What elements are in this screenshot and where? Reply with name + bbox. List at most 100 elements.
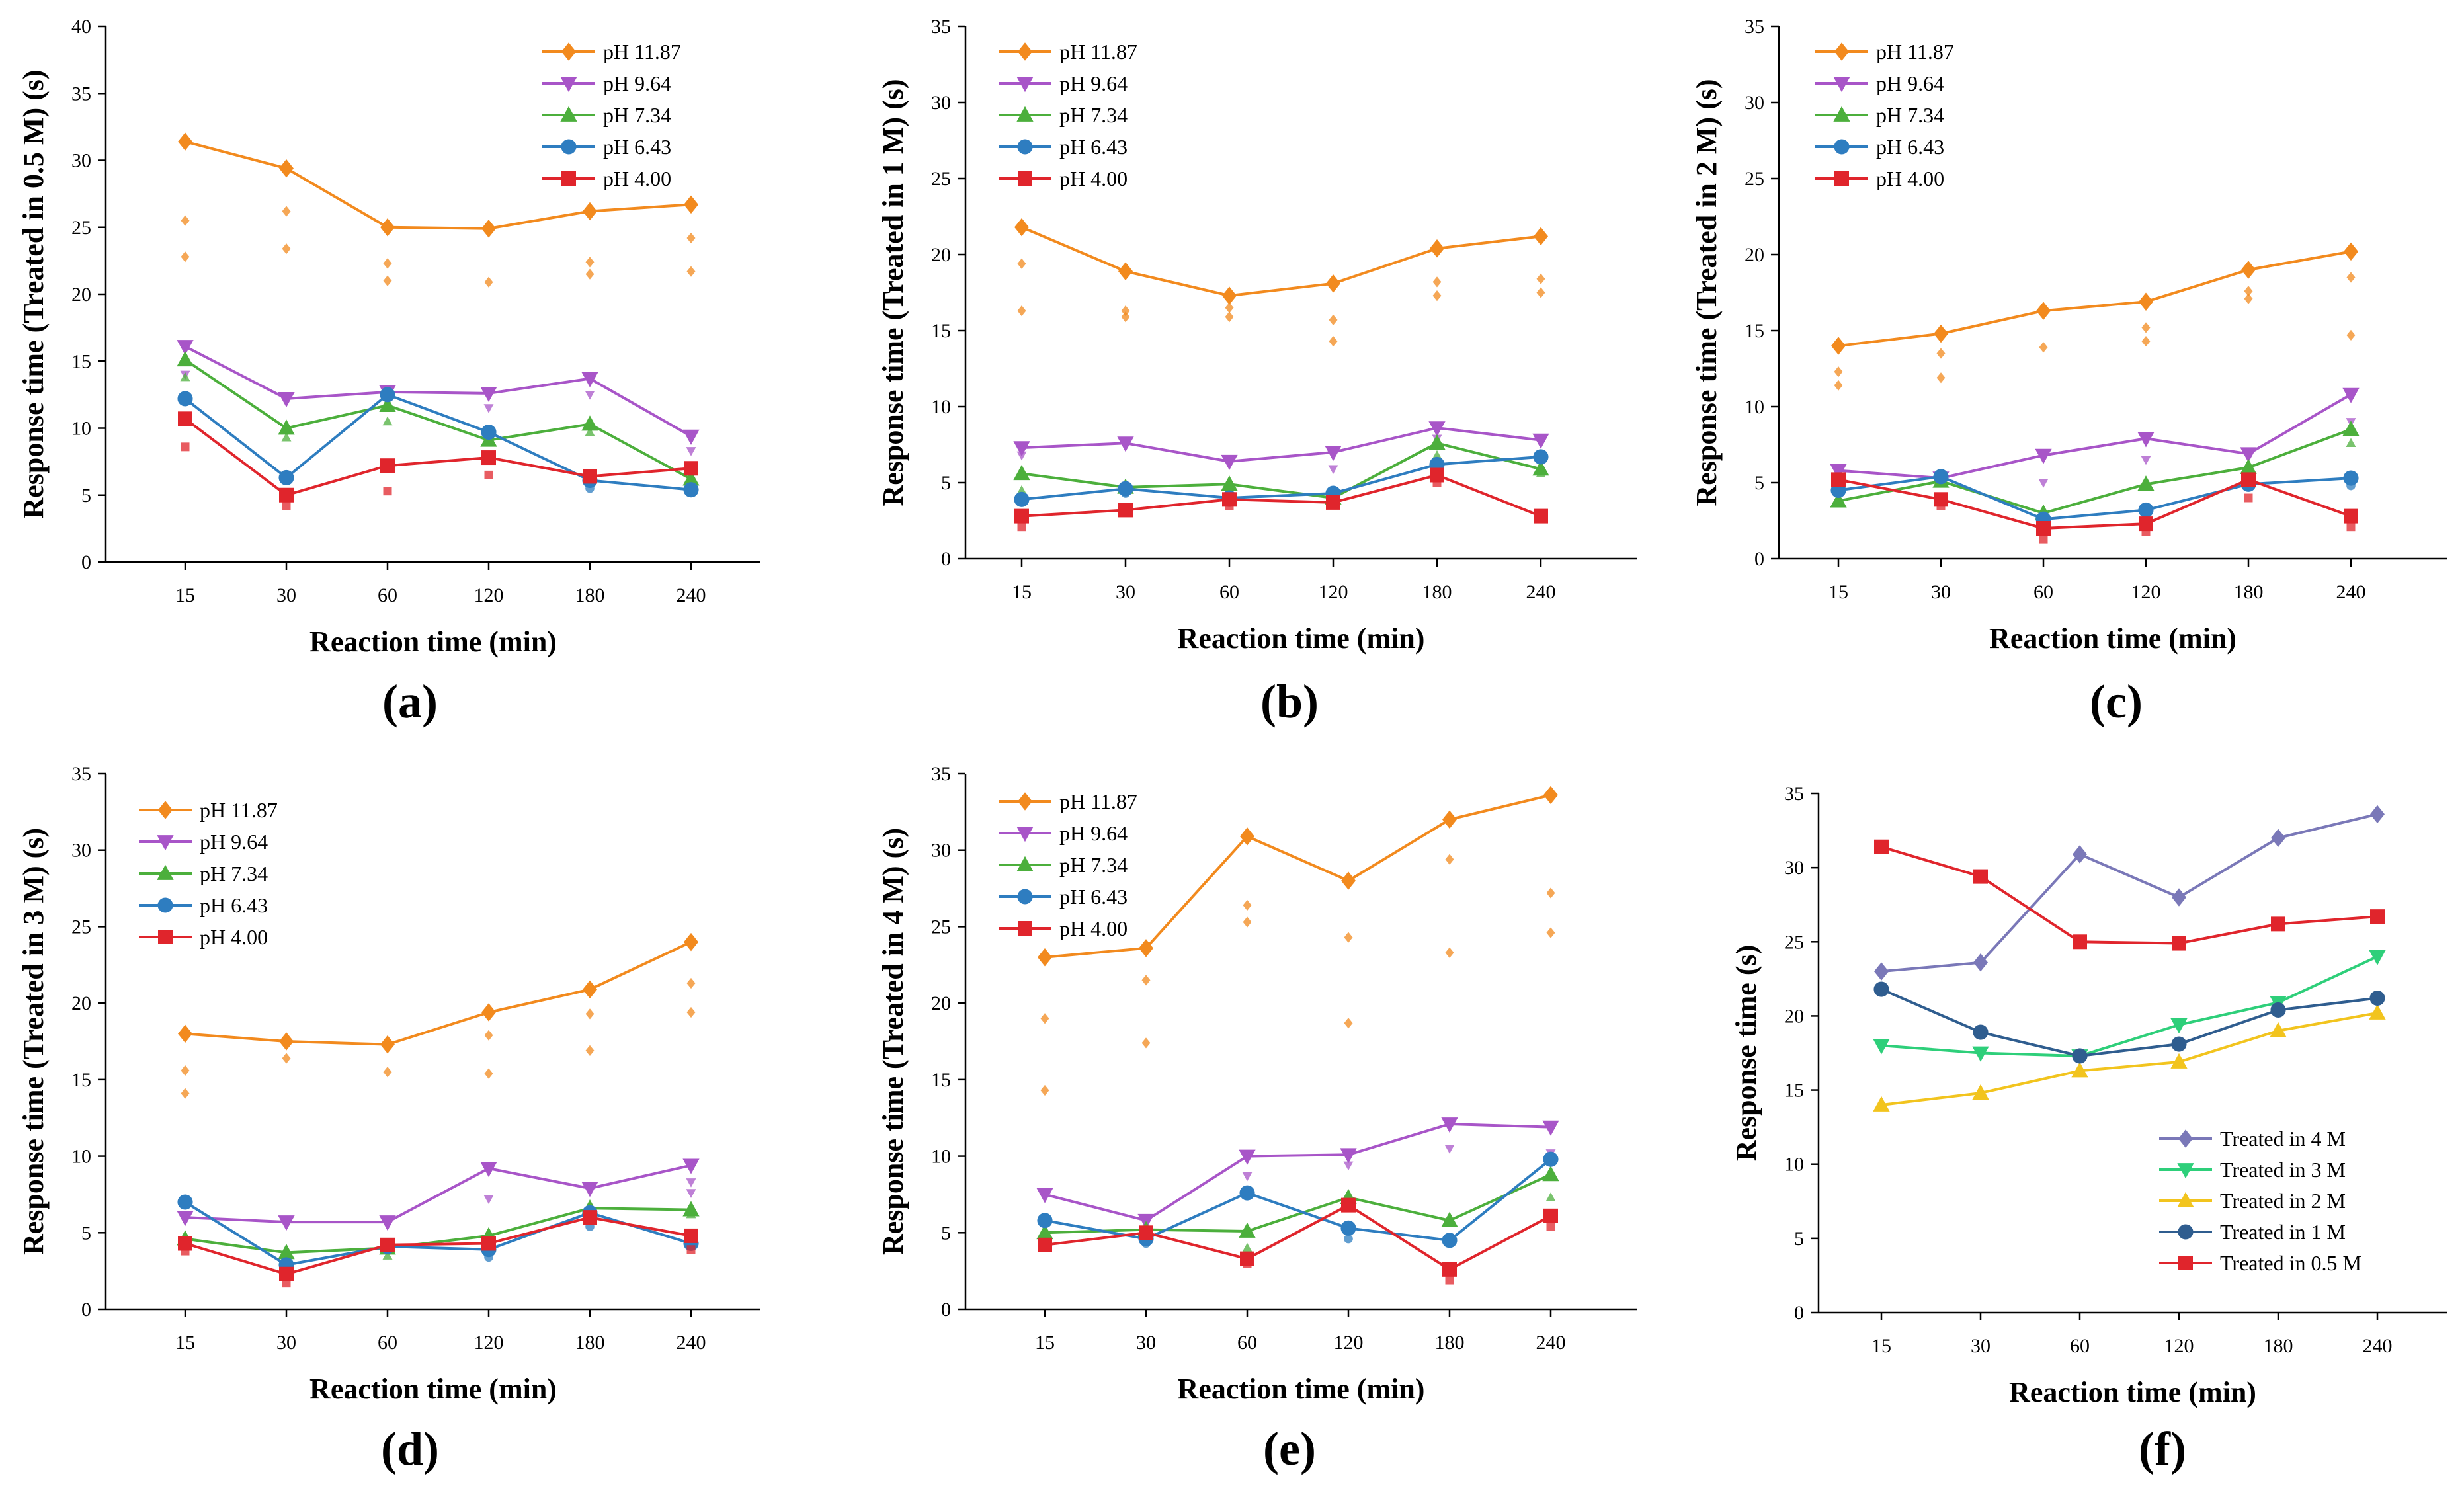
legend-label: Treated in 1 M — [2220, 1220, 2346, 1244]
y-tick-label: 25 — [71, 217, 91, 239]
series-line — [184, 417, 692, 497]
legend-item: pH 11.87 — [139, 798, 278, 822]
x-axis-title: Reaction time (min) — [1178, 1373, 1425, 1405]
replicate-point — [1329, 335, 1338, 347]
data-point — [1933, 469, 1949, 485]
x-tick-label: 240 — [2363, 1335, 2393, 1357]
series-ph-9-64 — [177, 1158, 700, 1231]
y-tick-label: 35 — [1784, 783, 1804, 805]
legend-item: pH 4.00 — [139, 925, 268, 949]
data-point — [1873, 1096, 1890, 1112]
y-tick-label: 15 — [1784, 1080, 1804, 1102]
x-tick-label: 120 — [474, 1332, 504, 1354]
data-point — [1543, 1151, 1559, 1167]
data-point — [2370, 805, 2385, 824]
legend-marker — [561, 171, 576, 186]
panel-c: 0 5 10 15 20 25 30 35 15 30 60 120 180 240 Reaction ti… — [1690, 16, 2447, 728]
y-tick-label: 20 — [931, 993, 951, 1014]
data-point — [1532, 433, 1549, 449]
legend-label: pH 11.87 — [200, 798, 278, 822]
y-tick-label: 30 — [71, 840, 91, 862]
replicate-point — [1834, 380, 1843, 391]
x-axis-title: Reaction time (min) — [1178, 622, 1425, 655]
data-point — [1013, 441, 1030, 457]
data-point — [481, 450, 496, 466]
legend-item: pH 7.34 — [139, 862, 268, 885]
series-ph-9-64 — [1013, 421, 1549, 475]
data-point — [1830, 492, 1847, 508]
y-tick-label: 0 — [941, 1299, 951, 1320]
legend-marker — [1833, 106, 1850, 122]
legend-item: Treated in 4 M — [2159, 1127, 2346, 1151]
series-line — [185, 345, 692, 438]
series-ph-4-00 — [1831, 472, 2358, 544]
series-ph-11-87 — [1038, 786, 1558, 1096]
x-tick-label: 30 — [276, 1332, 296, 1354]
y-axis-title: Response time (Treated in 3 M) (s) — [17, 828, 50, 1255]
legend-label: pH 7.34 — [200, 862, 268, 885]
series-line — [1021, 426, 1541, 463]
y-tick-label: 0 — [81, 551, 91, 573]
data-point — [178, 411, 192, 426]
legend-marker — [157, 835, 174, 851]
data-point — [278, 392, 295, 408]
x-tick-label: 30 — [276, 585, 296, 606]
y-tick-label: 25 — [71, 916, 91, 938]
legend-marker — [560, 77, 577, 93]
x-tick-label: 180 — [575, 1332, 605, 1354]
replicate-point — [686, 447, 696, 456]
replicate-point — [2039, 342, 2048, 353]
data-point — [583, 202, 597, 221]
x-tick-label: 30 — [1116, 581, 1135, 603]
x-tick-label: 120 — [2164, 1335, 2194, 1357]
legend-label: pH 11.87 — [1876, 40, 1954, 63]
y-tick-label: 30 — [1745, 92, 1764, 114]
replicate-point — [180, 372, 190, 382]
data-point — [480, 386, 497, 403]
data-point — [1014, 218, 1029, 237]
data-point — [1239, 1185, 1255, 1201]
replicate-point — [181, 215, 190, 226]
data-point — [380, 387, 395, 403]
x-tick-label: 60 — [378, 1332, 397, 1354]
replicate-point — [382, 416, 393, 426]
data-point — [1973, 869, 1988, 884]
series-line — [1021, 455, 1541, 501]
series-ph-9-64 — [1036, 1117, 1559, 1229]
series-line — [184, 1201, 692, 1266]
replicate-point — [282, 206, 291, 217]
replicate-point — [282, 501, 291, 510]
legend-marker — [1018, 921, 1032, 936]
series-line — [1881, 988, 2378, 1058]
legend-label: pH 4.00 — [200, 925, 268, 949]
data-point — [684, 1228, 698, 1243]
replicate-point — [585, 1045, 595, 1057]
data-point — [2344, 508, 2358, 524]
y-tick-label: 5 — [941, 1222, 951, 1244]
x-tick-label: 60 — [1219, 581, 1239, 603]
replicate-point — [585, 391, 595, 400]
data-point — [1037, 1213, 1053, 1229]
replicate-point — [2141, 456, 2151, 466]
legend-item: Treated in 1 M — [2159, 1220, 2346, 1244]
data-point — [2241, 472, 2256, 487]
data-point — [2073, 934, 2087, 950]
replicate-point — [1329, 314, 1338, 326]
data-point — [1873, 1039, 1890, 1055]
data-point — [2036, 302, 2051, 320]
data-point — [1428, 421, 1446, 437]
data-point — [1543, 786, 1558, 805]
data-point — [1341, 871, 1356, 890]
series-line — [1044, 1203, 1551, 1272]
series-line — [1838, 393, 2352, 480]
panel-b: 0 5 10 15 20 25 30 35 15 30 60 120 180 240 Reaction ti… — [877, 16, 1637, 728]
replicate-point — [2346, 438, 2356, 448]
x-tick-label: 180 — [1422, 581, 1452, 603]
legend-item: Treated in 3 M — [2159, 1158, 2346, 1182]
legend-marker — [1017, 139, 1033, 155]
data-point — [1442, 1262, 1457, 1277]
y-tick-label: 5 — [1794, 1228, 1804, 1250]
replicate-point — [1243, 899, 1252, 911]
y-tick-label: 20 — [1784, 1005, 1804, 1027]
data-point — [1533, 449, 1549, 465]
